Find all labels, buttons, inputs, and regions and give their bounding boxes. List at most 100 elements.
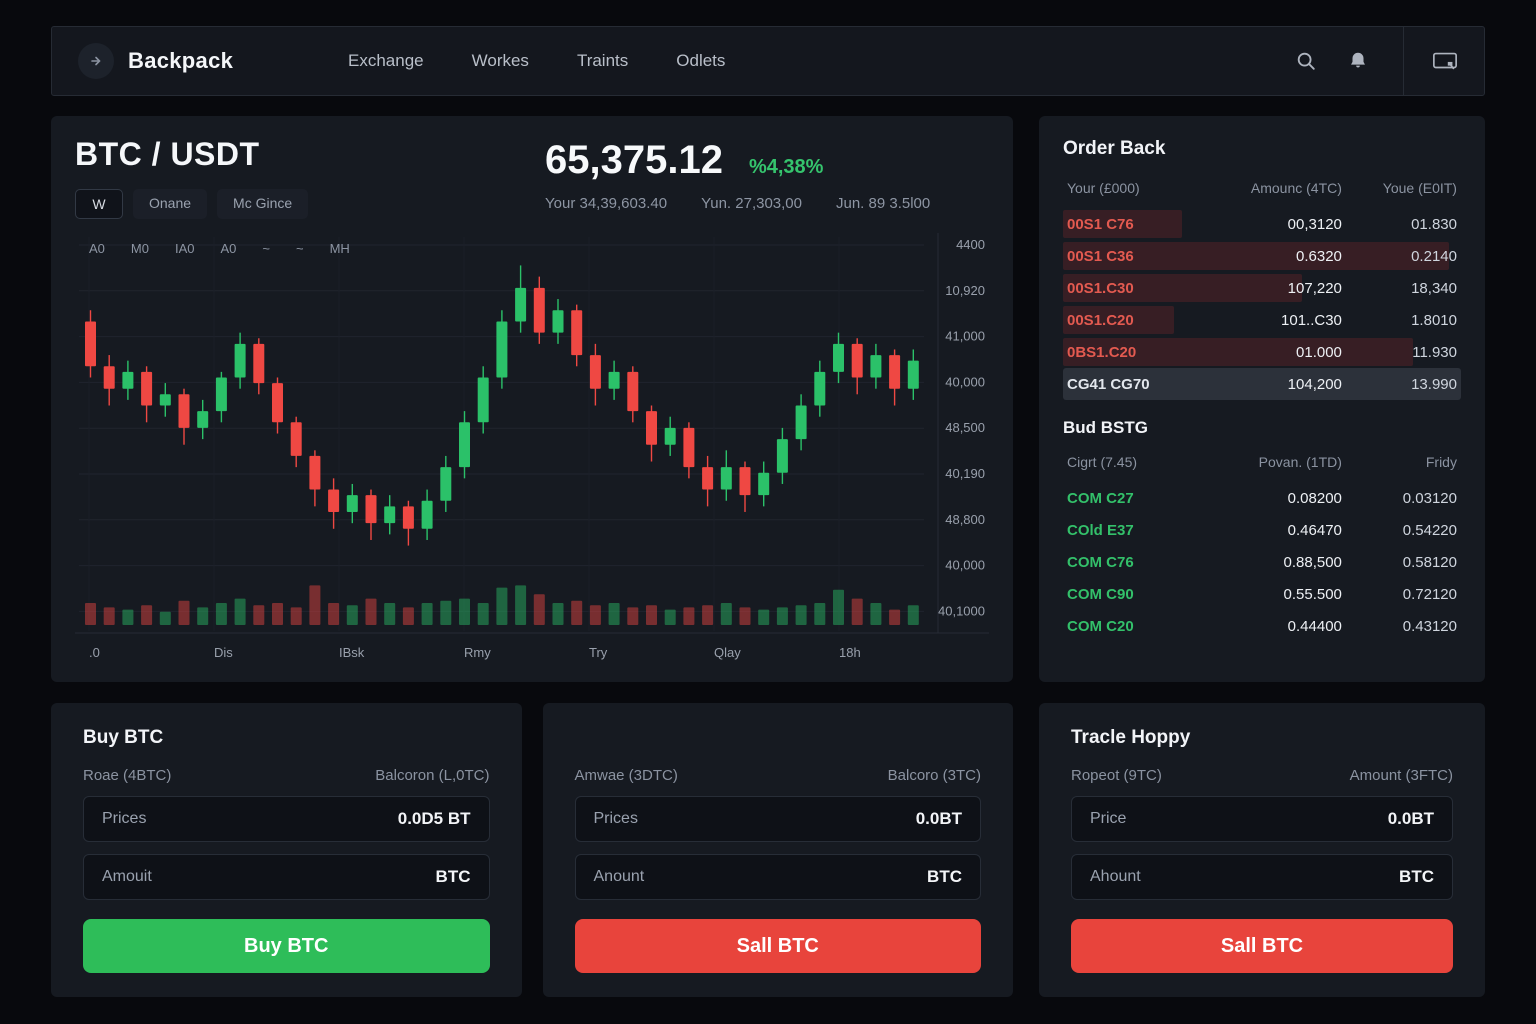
indicator-label: MH (329, 241, 350, 256)
bid-row[interactable]: COM C20 0.44400 0.43120 (1063, 610, 1461, 642)
field-label: Price (1090, 810, 1127, 827)
bids-section-title: Bud BSTG (1063, 418, 1148, 437)
order-book-headers: Your (£000) Amounc (4TC) Youe (E0IT) (1063, 176, 1461, 208)
bid-amount: 0.55.500 (1283, 585, 1342, 603)
indicator-label: A0 (89, 241, 105, 256)
bottom-panels: Buy BTC Roae (4BTC) Balcoron (L,0TC) Pri… (51, 703, 1013, 997)
svg-text:48,800: 48,800 (945, 512, 985, 527)
ask-row[interactable]: 00S1.C30 107,220 18,340 (1063, 272, 1461, 304)
nav-item-traints[interactable]: Traints (576, 51, 629, 70)
label-right: Balcoro (3TC) (887, 767, 981, 784)
chart-panel: BTC / USDT W Onane Mc Gince 65,375.12 %4… (51, 116, 1013, 682)
market-stats: Your 34,39,603.40 Yun. 27,303,00 Jun. 89… (545, 195, 930, 212)
bid-row[interactable]: COM C90 0.55.500 0.72120 (1063, 578, 1461, 610)
panel-labels: Ropeot (9TC) Amount (3FTC) (1071, 767, 1453, 784)
nav-divider (1403, 27, 1458, 95)
ask-amount: 01.000 (1296, 343, 1342, 361)
nav-item-odlets[interactable]: Odlets (676, 51, 726, 70)
svg-text:48,500: 48,500 (945, 420, 985, 435)
svg-text:Dis: Dis (214, 645, 233, 660)
nav-item-exchange[interactable]: Exchange (348, 51, 424, 70)
col-header-total: Youe (E0IT) (1382, 180, 1457, 196)
brand-name: Backpack (128, 48, 234, 73)
price-input[interactable]: Price 0.0BT (1071, 796, 1453, 842)
ask-amount: 104,200 (1287, 375, 1342, 393)
ask-amount: 107,220 (1287, 279, 1342, 297)
svg-text:Rmy: Rmy (464, 645, 491, 660)
col-header-amount: Amounc (4TC) (1250, 180, 1342, 196)
bid-row[interactable]: COM C27 0.08200 0.03120 (1063, 482, 1461, 514)
wallet-monitor-icon[interactable] (1432, 48, 1458, 74)
col-header-amount: Povan. (1TD) (1258, 454, 1342, 470)
price-input[interactable]: Prices 0.0BT (574, 796, 981, 842)
ask-price: 00S1.C20 (1067, 311, 1134, 329)
label-right: Balcoron (L,0TC) (375, 767, 490, 784)
bid-amount: 0.08200 (1287, 489, 1342, 507)
chart-area: A0 M0 IA0 A0 ~ ~ MH 4400 10,920 41,000 40,0… (75, 233, 989, 668)
label-left: Roae (4BTC) (83, 767, 172, 784)
panel-title (575, 727, 982, 753)
tab-timeframe-w[interactable]: W (75, 189, 123, 219)
nav-item-workes[interactable]: Workes (471, 51, 529, 70)
indicator-label: ~ (262, 241, 270, 256)
indicator-label: M0 (130, 241, 149, 256)
field-value: BTC (435, 867, 471, 886)
bid-price: COM C76 (1067, 553, 1134, 571)
sell-panel: Amwae (3DTC) Balcoro (3TC) Prices 0.0BT … (542, 703, 1013, 997)
timeframe-tabs: W Onane Mc Gince (75, 189, 545, 219)
amount-input[interactable]: Anount BTC (574, 854, 981, 900)
search-icon[interactable] (1293, 48, 1319, 74)
bid-amount: 0.44400 (1287, 617, 1342, 635)
svg-text:40,000: 40,000 (945, 558, 985, 573)
field-value: 0.0BT (915, 809, 962, 828)
bid-amount: 0.88,500 (1283, 553, 1342, 571)
brand[interactable]: Backpack (78, 43, 308, 79)
bid-price: COM C20 (1067, 617, 1134, 635)
field-value: BTC (927, 867, 962, 886)
panel-labels: Amwae (3DTC) Balcoro (3TC) (575, 767, 982, 784)
ask-row[interactable]: 00S1.C20 101..C30 1.8010 (1063, 304, 1461, 336)
ask-total: 01.830 (1411, 215, 1457, 233)
notifications-bell-icon[interactable] (1345, 48, 1371, 74)
nav-links: Exchange Workes Traints Odlets (348, 51, 1293, 71)
label-left: Amwae (3DTC) (574, 767, 678, 784)
svg-text:4400: 4400 (956, 237, 985, 252)
ask-price: 00S1 C36 (1067, 247, 1134, 265)
ask-row-selected[interactable]: CG41 CG70 104,200 13.990 (1063, 368, 1461, 400)
col-header-price: Cigrt (7.45) (1067, 454, 1138, 470)
ask-row[interactable]: 0BS1.C20 01.000 11.930 (1063, 336, 1461, 368)
bid-price: COM C27 (1067, 489, 1134, 507)
trade-happy-panel: Tracle Hoppy Ropeot (9TC) Amount (3FTC) … (1039, 703, 1485, 997)
buy-btc-button[interactable]: Buy BTC (83, 919, 490, 973)
amount-input[interactable]: Ahount BTC (1071, 854, 1453, 900)
pair-title: BTC / USDT (75, 136, 260, 172)
ask-total: 18,340 (1411, 279, 1457, 297)
amount-input[interactable]: Amouit BTC (83, 854, 490, 900)
sell-btc-button[interactable]: Sall BTC (574, 919, 981, 973)
tab-onane[interactable]: Onane (133, 189, 208, 219)
ask-total: 1.8010 (1411, 311, 1457, 329)
svg-text:18h: 18h (839, 645, 861, 660)
order-book-panel: Order Back Your (£000) Amounc (4TC) Youe… (1039, 116, 1485, 682)
ask-price: 00S1 C76 (1067, 215, 1134, 233)
top-nav: Backpack Exchange Workes Traints Odlets (51, 26, 1485, 96)
tab-mc-gince[interactable]: Mc Gince (217, 189, 309, 219)
ask-row[interactable]: 00S1 C36 0.6320 0.2140 (1063, 240, 1461, 272)
brand-logo-icon (78, 43, 114, 79)
svg-text:.0: .0 (89, 645, 100, 660)
svg-text:40,1000: 40,1000 (938, 603, 985, 618)
bid-total: 0.58120 (1402, 553, 1457, 571)
field-label: Prices (102, 810, 147, 827)
bid-price: COld E37 (1067, 521, 1134, 539)
field-value: 0.0BT (1387, 809, 1434, 828)
ask-amount: 0.6320 (1296, 247, 1342, 265)
sell-btc-button[interactable]: Sall BTC (1071, 919, 1453, 973)
bid-row[interactable]: COld E37 0.46470 0.54220 (1063, 514, 1461, 546)
bid-price: COM C90 (1067, 585, 1134, 603)
price-input[interactable]: Prices 0.0D5 BT (83, 796, 490, 842)
ask-row[interactable]: 00S1 C76 00,3120 01.830 (1063, 208, 1461, 240)
indicator-label: A0 (220, 241, 237, 256)
svg-text:41,000: 41,000 (945, 329, 985, 344)
bid-row[interactable]: COM C76 0.88,500 0.58120 (1063, 546, 1461, 578)
